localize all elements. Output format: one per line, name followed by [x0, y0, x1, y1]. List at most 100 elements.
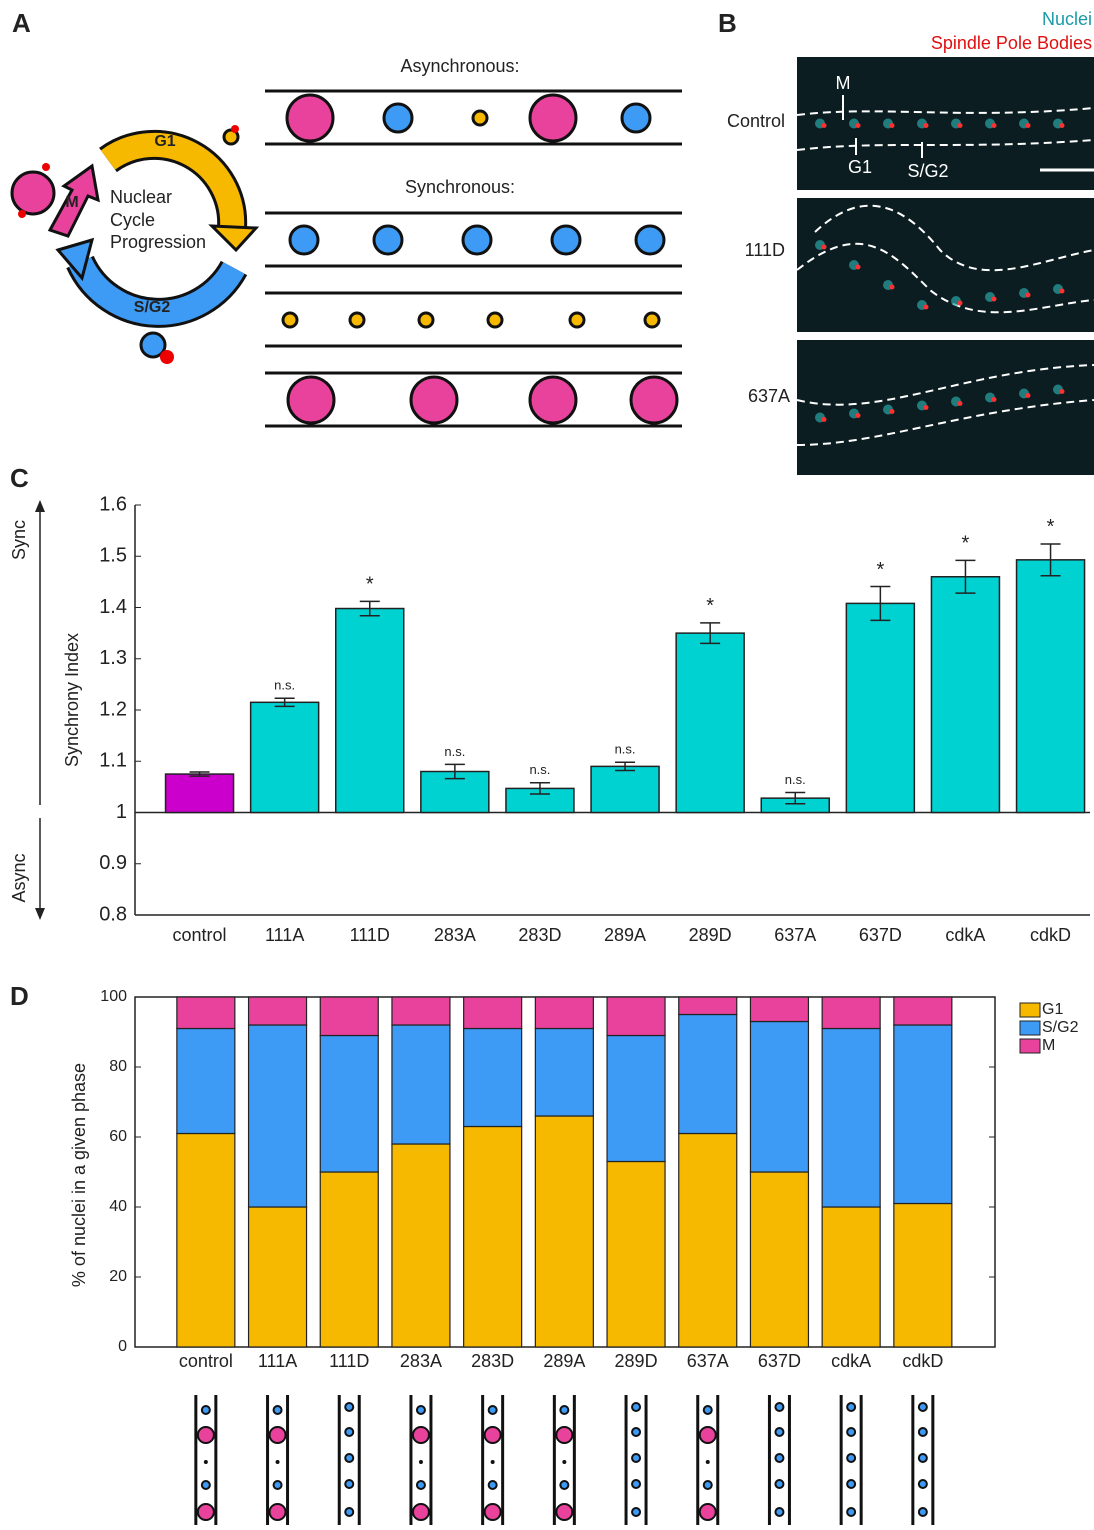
y-tick-label: 100 — [100, 988, 127, 1005]
legend-label: G1 — [1042, 1001, 1063, 1018]
spb-spot — [1026, 293, 1031, 298]
nucleus — [489, 1481, 497, 1489]
bar-segment — [894, 997, 952, 1025]
nucleus — [288, 377, 334, 423]
nucleus — [345, 1428, 353, 1436]
legend-label: M — [1042, 1037, 1055, 1054]
y-tick-label: 0 — [118, 1338, 127, 1355]
x-tick-label: 111D — [350, 925, 390, 945]
nucleus — [204, 1460, 208, 1464]
bar-segment — [607, 1162, 665, 1348]
nucleus — [622, 104, 650, 132]
nucleus — [345, 1403, 353, 1411]
x-tick-label: 283A — [400, 1351, 442, 1371]
nucleus — [552, 226, 580, 254]
row-label: Control — [727, 111, 785, 131]
bar — [1017, 560, 1085, 813]
nucleus — [570, 313, 584, 327]
x-tick-label: 283D — [471, 1351, 514, 1371]
row-title: Asynchronous: — [400, 56, 519, 76]
x-tick-label: 637D — [758, 1351, 801, 1371]
bar-segment — [822, 997, 880, 1029]
spb-spot — [1026, 393, 1031, 398]
bar-segment — [320, 1036, 378, 1173]
nucleus — [419, 1460, 423, 1464]
nucleus — [847, 1454, 855, 1462]
y-axis-label: % of nuclei in a given phase — [69, 1063, 89, 1287]
bar-segment — [392, 997, 450, 1025]
nucleus — [270, 1427, 286, 1443]
nucleus — [411, 377, 457, 423]
legend-text: Spindle Pole Bodies — [931, 33, 1092, 53]
significance: n.s. — [274, 678, 295, 693]
nucleus — [919, 1454, 927, 1462]
bar — [931, 577, 999, 813]
panel-label: C — [10, 463, 29, 493]
x-tick-label: cdkD — [1030, 925, 1071, 945]
row-label: 111D — [745, 240, 785, 260]
phase-label: G1 — [154, 133, 175, 150]
spb-spot — [890, 123, 895, 128]
bar-segment — [822, 1029, 880, 1208]
nucleus — [632, 1508, 640, 1516]
nucleus — [556, 1427, 572, 1443]
marker-label: S/G2 — [907, 161, 948, 181]
nucleus — [632, 1428, 640, 1436]
nucleus — [283, 313, 297, 327]
nucleus — [530, 377, 576, 423]
y-tick-label: 1.4 — [99, 596, 127, 618]
bar-segment — [607, 997, 665, 1036]
nucleus — [847, 1480, 855, 1488]
bar-segment — [177, 1029, 235, 1134]
nucleus — [560, 1481, 568, 1489]
nucleus — [847, 1403, 855, 1411]
x-tick-label: 289A — [604, 925, 646, 945]
significance: * — [876, 559, 884, 581]
y-tick-label: 80 — [109, 1058, 127, 1075]
spb-spot — [856, 265, 861, 270]
legend-swatch — [1020, 1003, 1040, 1017]
legend-swatch — [1020, 1021, 1040, 1035]
nucleus — [919, 1508, 927, 1516]
panel-label: D — [10, 981, 29, 1011]
spb-spot — [890, 285, 895, 290]
panel-label: B — [718, 8, 737, 38]
nucleus — [198, 1504, 214, 1520]
nucleus — [489, 1406, 497, 1414]
nucleus — [345, 1454, 353, 1462]
bar-segment — [320, 1172, 378, 1347]
spb-spot — [992, 397, 997, 402]
bar-segment — [177, 1134, 235, 1348]
bar-segment — [750, 1172, 808, 1347]
tube-icons — [196, 1395, 933, 1525]
bar-segment — [392, 1144, 450, 1347]
nucleus — [775, 1428, 783, 1436]
nucleus — [463, 226, 491, 254]
nucleus — [488, 313, 502, 327]
y-tick-label: 1.3 — [99, 647, 127, 669]
y-tick-label: 60 — [109, 1128, 127, 1145]
y-tick-label: 1.2 — [99, 698, 127, 720]
spb-spot — [822, 123, 827, 128]
significance: n.s. — [615, 742, 636, 757]
nucleus — [775, 1508, 783, 1516]
x-tick-label: 289D — [689, 925, 732, 945]
bar-segment — [249, 997, 307, 1025]
x-tick-label: control — [179, 1351, 233, 1371]
nucleus — [632, 1454, 640, 1462]
bar-segment — [535, 1116, 593, 1347]
center-label: Progression — [110, 232, 206, 252]
x-tick-label: 637D — [859, 925, 902, 945]
nucleus — [350, 313, 364, 327]
bar-segment — [750, 997, 808, 1022]
spb-spot — [856, 123, 861, 128]
bar — [846, 603, 914, 812]
legend-label: S/G2 — [1042, 1019, 1079, 1036]
marker-label: M — [836, 73, 851, 93]
bar-segment — [679, 1015, 737, 1134]
marker-label: G1 — [848, 157, 872, 177]
phase-label: S/G2 — [134, 299, 171, 316]
spb-spot — [822, 417, 827, 422]
bar-segment — [679, 997, 737, 1015]
bar-segment — [750, 1022, 808, 1173]
